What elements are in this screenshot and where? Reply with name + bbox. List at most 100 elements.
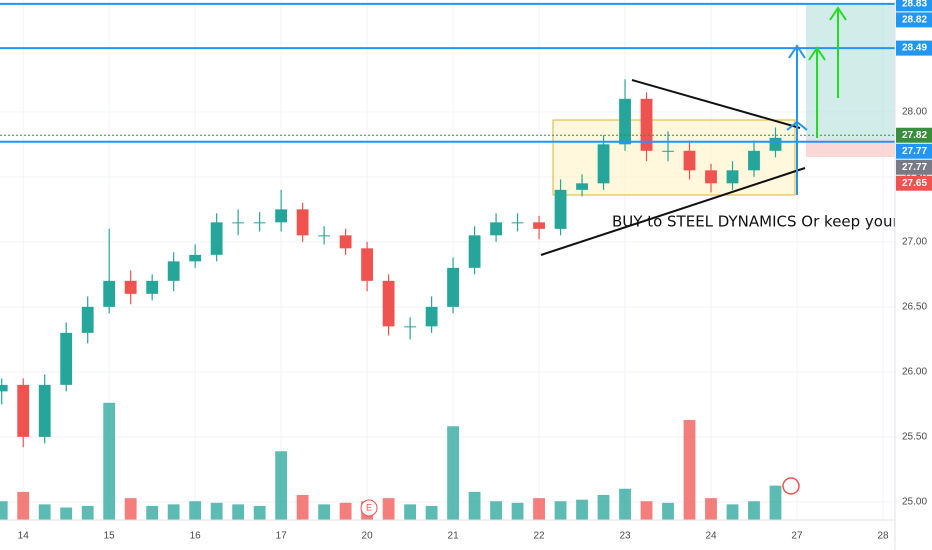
- candle-body: [748, 150, 760, 171]
- volume-bar: [232, 504, 245, 520]
- candle-body: [490, 222, 502, 236]
- candle-body: [0, 384, 8, 392]
- y-tick-label: 26.00: [902, 367, 927, 378]
- volume-bar: [296, 495, 309, 520]
- y-tick-label: 28.00: [902, 106, 927, 117]
- stop-zone: [806, 140, 895, 157]
- candle-body: [189, 254, 202, 262]
- arrow: [808, 46, 826, 138]
- volume-bar: [103, 402, 116, 520]
- volume-bar: [468, 491, 481, 520]
- price-label: 27.82: [902, 130, 927, 141]
- price-label-bg: [896, 175, 932, 191]
- volume-bar: [0, 501, 8, 520]
- x-tick-label: 24: [705, 531, 717, 542]
- candle-body: [232, 222, 245, 224]
- price-label: 27.65: [902, 178, 927, 189]
- marks: [0, 2, 895, 520]
- x-tick-label: 28: [877, 531, 889, 542]
- price-label: 27.77: [902, 146, 927, 157]
- volume-bar: [124, 498, 137, 520]
- candle-body: [447, 267, 459, 307]
- earnings-label: E: [366, 502, 372, 512]
- volume-bar: [769, 485, 782, 520]
- volume-bar: [60, 507, 73, 520]
- candle-body: [210, 222, 223, 255]
- price-label-bg: [896, 127, 932, 143]
- volume-bar: [146, 505, 159, 520]
- volume-bar: [425, 505, 438, 520]
- x-tick-label: 21: [448, 531, 460, 542]
- volume-bar: [253, 505, 266, 520]
- candle-body: [425, 306, 438, 327]
- candle-body: [17, 384, 30, 437]
- volume-bar: [640, 501, 653, 520]
- candle-body: [103, 280, 116, 307]
- candle-body: [296, 209, 309, 236]
- volume-bar: [404, 504, 417, 520]
- arrow: [786, 120, 808, 131]
- price-label-bg: [896, 143, 932, 159]
- volume-bar: [511, 502, 524, 520]
- price-label-bg: [896, 12, 932, 28]
- price-label: 28.82: [902, 15, 927, 26]
- volume-bar: [490, 501, 502, 520]
- candle-body: [769, 137, 782, 151]
- candle-body: [619, 98, 631, 145]
- x-tick-label: 22: [534, 531, 546, 542]
- volume-bar: [597, 495, 610, 520]
- trend-line: [540, 167, 806, 256]
- price-label-bg: [896, 159, 932, 175]
- candle-body: [167, 261, 180, 281]
- candle-body: [275, 209, 288, 223]
- y-tick-label: 25.00: [902, 497, 927, 508]
- candle-body: [361, 248, 374, 281]
- candle-body: [60, 332, 73, 385]
- volume-bar: [683, 420, 696, 520]
- y-tick-label: 25.50: [902, 432, 927, 443]
- price-label: 28.49: [902, 43, 927, 54]
- volume-bar: [576, 499, 588, 520]
- candle-body: [554, 189, 567, 229]
- trend-line: [631, 79, 801, 129]
- candle-body: [705, 170, 717, 184]
- volume-bar: [619, 488, 631, 520]
- volume-bar: [81, 505, 94, 520]
- x-tick-label: 17: [276, 531, 288, 542]
- volume-bar: [189, 501, 202, 520]
- x-tick-label: 16: [190, 531, 202, 542]
- volume-bar: [275, 451, 288, 520]
- arrow: [829, 6, 847, 98]
- earnings-badge: [360, 499, 378, 517]
- candle-body: [533, 222, 545, 229]
- volume-bar: [554, 501, 567, 520]
- volume-bar: [726, 504, 739, 520]
- candle-body: [576, 183, 588, 190]
- price-label-bg: [896, 0, 932, 12]
- volume-bar: [17, 491, 30, 520]
- candle-body: [38, 384, 51, 437]
- plot-clip: BUY to STEEL DYNAMICS Or keep your in po…: [612, 213, 932, 231]
- volume-bar: [533, 498, 545, 520]
- volume-bar: [318, 504, 331, 520]
- candle-body: [662, 150, 674, 152]
- candle-body: [382, 280, 395, 327]
- volume-bar: [705, 498, 717, 520]
- volume-bar: [38, 504, 51, 520]
- candle-body: [683, 150, 696, 171]
- candle-body: [511, 222, 524, 224]
- x-tick-label: 27: [791, 531, 803, 542]
- price-axis: 25.0025.5026.0026.5027.0027.5028.0014151…: [18, 0, 932, 542]
- price-label: 28.83: [902, 0, 927, 10]
- volume-bar: [382, 498, 395, 520]
- annotation: BUY to STEEL DYNAMICS Or keep your in po…: [612, 213, 932, 231]
- candle-body: [124, 280, 137, 294]
- volume-bar: [447, 426, 459, 520]
- x-tick-label: 15: [104, 531, 116, 542]
- volume-bar: [662, 502, 674, 520]
- candle-body: [339, 235, 352, 249]
- volume-bar: [167, 504, 180, 520]
- volume-bar: [210, 502, 223, 520]
